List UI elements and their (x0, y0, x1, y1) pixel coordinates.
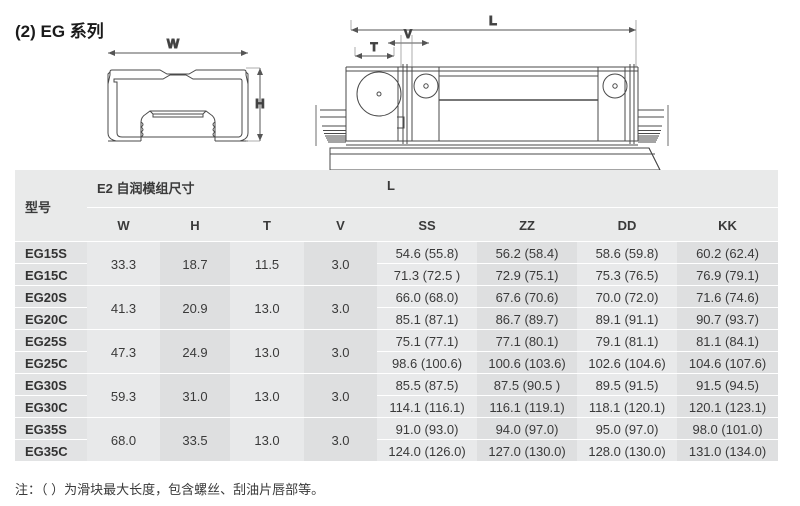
svg-text:T: T (370, 40, 378, 54)
svg-text:W: W (167, 36, 180, 51)
svg-text:V: V (404, 27, 412, 41)
svg-text:L: L (489, 13, 497, 28)
svg-text:H: H (255, 96, 264, 111)
